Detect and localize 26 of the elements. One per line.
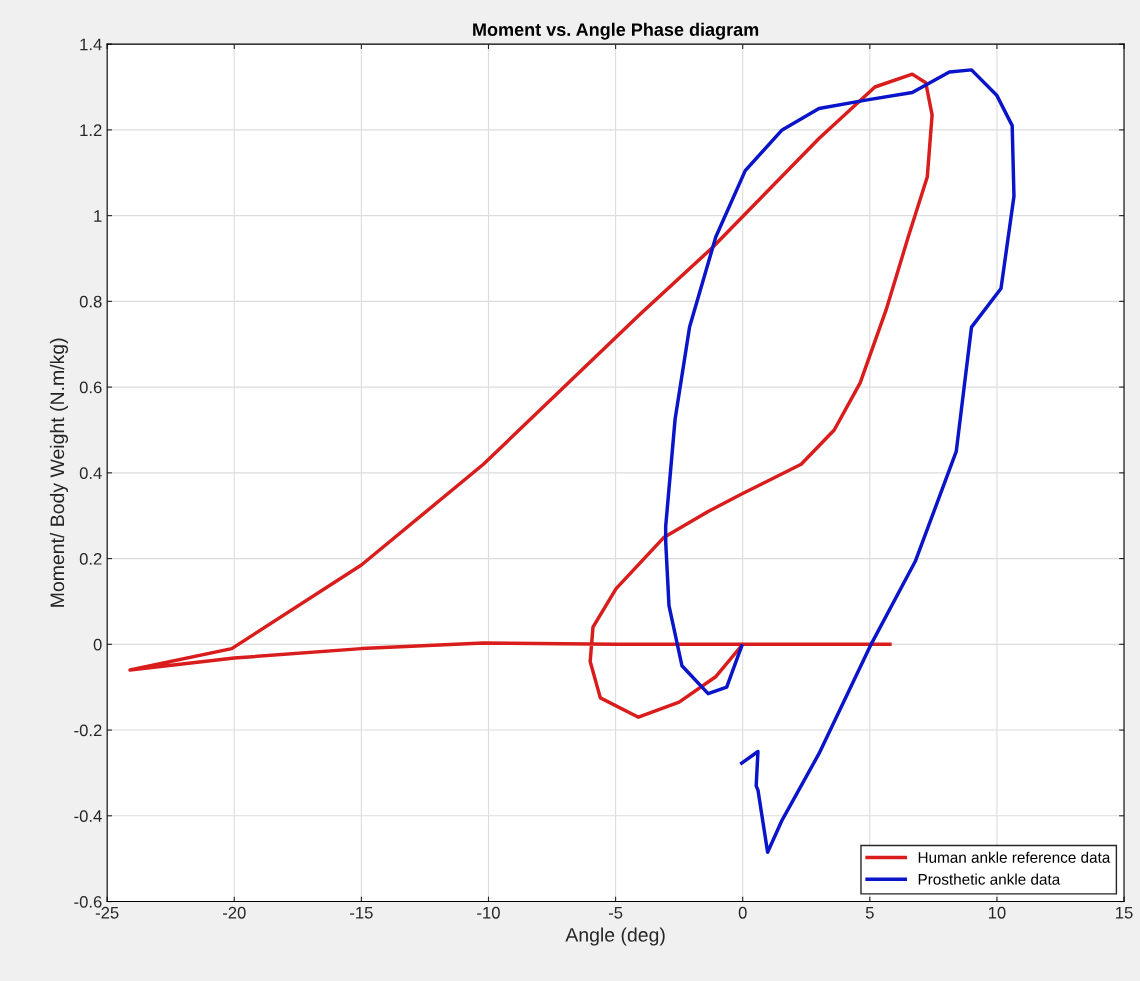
y-tick-label: 1 [94,210,102,222]
x-tick-label: 15 [1116,907,1133,919]
x-tick-label: -10 [477,906,500,919]
y-tick-label: 0 [93,638,102,651]
y-tick-label: -0.4 [74,810,102,822]
y-tick-label: 1.4 [80,38,102,51]
y-tick-label: -0.6 [74,895,102,908]
y-tick-label: 0.4 [79,467,102,480]
x-tick-label: -15 [350,907,373,919]
x-tick-label: 5 [865,907,874,919]
y-tick-label: 0.2 [79,552,102,565]
legend-label: Human ankle reference data [918,851,1111,863]
chart-title: Moment vs. Angle Phase diagram [473,22,759,40]
x-tick-label: -5 [608,907,623,919]
x-axis-title: Angle (deg) [565,927,665,946]
y-axis-title: Moment/ Body Weight (N.m/kg) [49,338,69,607]
x-tick-label: -20 [222,906,246,919]
y-tick-label: 0.6 [79,381,102,394]
y-tick-label: 1.2 [80,124,102,136]
y-tick-label: -0.2 [74,724,102,737]
line-series [128,72,934,719]
legend-label: Prosthetic ankle data [918,873,1061,885]
y-tick-label: 0.8 [79,295,102,308]
x-tick-label: 0 [738,906,747,919]
x-tick-label: 10 [988,906,1006,919]
x-tick-label: -25 [95,906,119,919]
